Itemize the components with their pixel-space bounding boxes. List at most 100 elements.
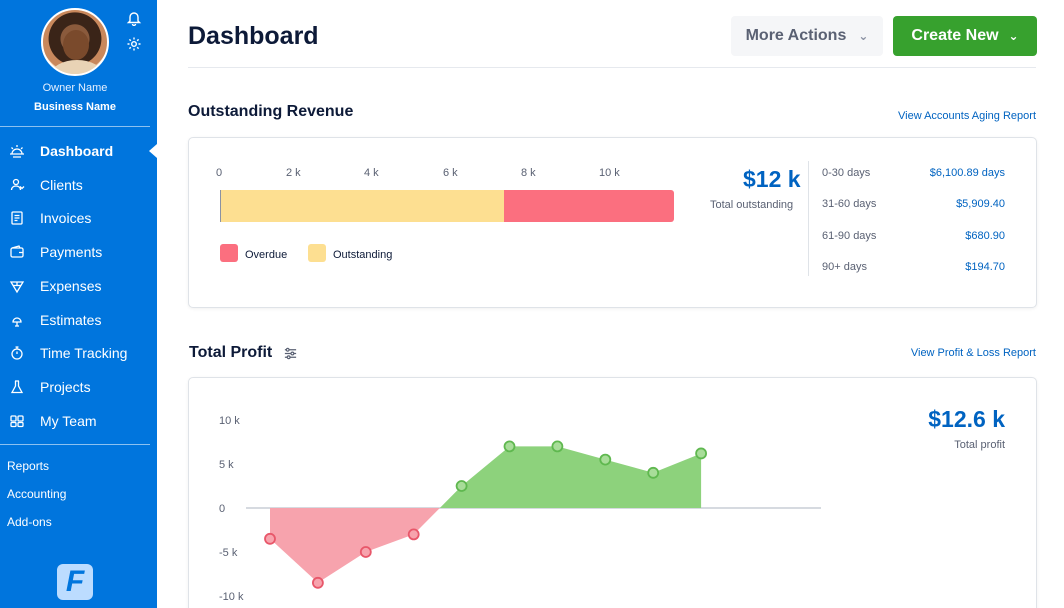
axis-tick: 0 bbox=[216, 167, 223, 179]
expenses-icon bbox=[9, 278, 25, 294]
axis-tick: 10 k bbox=[599, 167, 620, 179]
clients-icon bbox=[9, 177, 25, 193]
data-point[interactable] bbox=[551, 440, 564, 453]
aging-value[interactable]: $5,909.40 bbox=[956, 198, 1005, 210]
legend-overdue: Overdue bbox=[245, 249, 288, 261]
data-point[interactable] bbox=[695, 447, 707, 460]
invoice-icon bbox=[9, 210, 25, 226]
outstanding-swatch bbox=[308, 244, 326, 262]
axis-tick: 2 k bbox=[286, 167, 301, 179]
total-outstanding-amount: $12 k bbox=[743, 166, 801, 192]
aging-value[interactable]: $194.70 bbox=[965, 261, 1005, 273]
sidebar-item-label: Estimates bbox=[40, 312, 102, 328]
sidebar-item-label: Time Tracking bbox=[40, 345, 128, 361]
y-axis: 10 k 5 k 0 -5 k -10 k bbox=[219, 415, 244, 603]
sidebar-item-projects[interactable]: Projects bbox=[0, 372, 157, 402]
loss-area bbox=[270, 508, 440, 583]
aging-value[interactable]: $680.90 bbox=[965, 230, 1005, 242]
total-outstanding-caption: Total outstanding bbox=[710, 199, 794, 211]
view-aging-report-link[interactable]: View Accounts Aging Report bbox=[898, 110, 1036, 122]
estimates-icon bbox=[9, 312, 25, 328]
y-tick-label: -10 k bbox=[219, 591, 244, 603]
wallet-icon bbox=[9, 244, 25, 260]
more-actions-button[interactable]: More Actions ⌄ bbox=[731, 16, 883, 56]
outstanding-revenue-card bbox=[188, 137, 1037, 308]
aging-value[interactable]: $6,100.89 days bbox=[929, 167, 1005, 179]
sidebar-item-label: Expenses bbox=[40, 278, 102, 294]
data-point[interactable] bbox=[407, 528, 420, 541]
sidebar-item-time-tracking[interactable]: Time Tracking bbox=[0, 338, 157, 368]
sidebar-link-add-ons[interactable]: Add-ons bbox=[7, 515, 52, 529]
axis-tick: 4 k bbox=[364, 167, 379, 179]
gear-icon[interactable] bbox=[126, 36, 142, 52]
more-actions-label: More Actions bbox=[745, 27, 847, 44]
aging-label: 90+ days bbox=[822, 261, 867, 273]
business-name: Business Name bbox=[34, 101, 116, 113]
chevron-down-icon: ⌄ bbox=[1008, 29, 1019, 43]
sidebar: Owner Name Business Name Dashboard Clien… bbox=[0, 0, 157, 608]
aging-label: 31-60 days bbox=[822, 198, 877, 210]
sidebar-item-clients[interactable]: Clients bbox=[0, 170, 157, 200]
data-point[interactable] bbox=[311, 576, 324, 589]
sidebar-link-reports[interactable]: Reports bbox=[7, 459, 50, 473]
avatar-shirt bbox=[51, 60, 103, 74]
sidebar-item-label: Projects bbox=[40, 379, 91, 395]
aging-divider bbox=[808, 161, 809, 276]
sidebar-item-label: Payments bbox=[40, 244, 103, 260]
bell-icon[interactable] bbox=[126, 10, 142, 26]
total-profit-title: Total Profit bbox=[189, 344, 273, 361]
data-point[interactable] bbox=[647, 466, 660, 479]
outstanding-revenue-title: Outstanding Revenue bbox=[188, 103, 354, 120]
create-new-label: Create New bbox=[911, 27, 999, 44]
active-indicator bbox=[149, 144, 157, 158]
overdue-swatch bbox=[220, 244, 238, 262]
overdue-bar-segment[interactable] bbox=[503, 190, 674, 222]
page-title: Dashboard bbox=[188, 22, 319, 50]
data-point[interactable] bbox=[599, 453, 612, 466]
avatar[interactable] bbox=[41, 8, 109, 76]
team-icon bbox=[9, 413, 25, 429]
owner-name: Owner Name bbox=[42, 82, 108, 94]
aging-label: 0-30 days bbox=[822, 167, 871, 179]
data-point[interactable] bbox=[359, 546, 372, 558]
axis-tick: 8 k bbox=[521, 167, 536, 179]
y-tick-label: -5 k bbox=[219, 547, 238, 559]
y-tick-label: 10 k bbox=[219, 415, 240, 427]
aging-label: 61-90 days bbox=[822, 230, 877, 242]
stopwatch-icon bbox=[9, 345, 25, 361]
outstanding-bar bbox=[220, 190, 674, 222]
avatar-face bbox=[63, 30, 89, 60]
view-profit-loss-link[interactable]: View Profit & Loss Report bbox=[910, 347, 1036, 359]
sidebar-item-dashboard[interactable]: Dashboard bbox=[0, 136, 157, 166]
sidebar-item-payments[interactable]: Payments bbox=[0, 237, 157, 267]
sidebar-item-invoices[interactable]: Invoices bbox=[0, 203, 157, 233]
sidebar-item-label: Invoices bbox=[40, 210, 92, 226]
sidebar-item-expenses[interactable]: Expenses bbox=[0, 271, 157, 301]
freshbooks-logo[interactable]: F bbox=[57, 564, 93, 600]
profit-area bbox=[439, 446, 702, 508]
header-divider bbox=[188, 67, 1036, 68]
sidebar-divider bbox=[0, 126, 150, 127]
data-points bbox=[264, 440, 707, 589]
legend-outstanding: Outstanding bbox=[333, 249, 393, 261]
sidebar-item-label: Dashboard bbox=[40, 143, 114, 159]
profit-chart: 10 k 5 k 0 -5 k -10 k bbox=[219, 415, 821, 603]
axis-tick: 6 k bbox=[443, 167, 458, 179]
sidebar-item-label: My Team bbox=[40, 413, 97, 429]
y-tick-label: 5 k bbox=[219, 459, 234, 471]
chevron-down-icon: ⌄ bbox=[858, 29, 869, 43]
sidebar-item-my-team[interactable]: My Team bbox=[0, 406, 157, 436]
flask-icon bbox=[9, 379, 25, 395]
sidebar-item-label: Clients bbox=[40, 177, 83, 193]
data-point[interactable] bbox=[455, 480, 468, 492]
sidebar-link-accounting[interactable]: Accounting bbox=[7, 487, 67, 501]
total-profit-caption: Total profit bbox=[954, 439, 1005, 451]
y-tick-label: 0 bbox=[219, 503, 225, 515]
sidebar-divider bbox=[0, 444, 150, 445]
sliders-icon[interactable] bbox=[283, 346, 298, 361]
data-point[interactable] bbox=[503, 440, 516, 453]
outstanding-bar-segment[interactable] bbox=[220, 190, 504, 222]
data-point[interactable] bbox=[264, 532, 276, 545]
create-new-button[interactable]: Create New ⌄ bbox=[893, 16, 1037, 56]
sidebar-item-estimates[interactable]: Estimates bbox=[0, 305, 157, 335]
